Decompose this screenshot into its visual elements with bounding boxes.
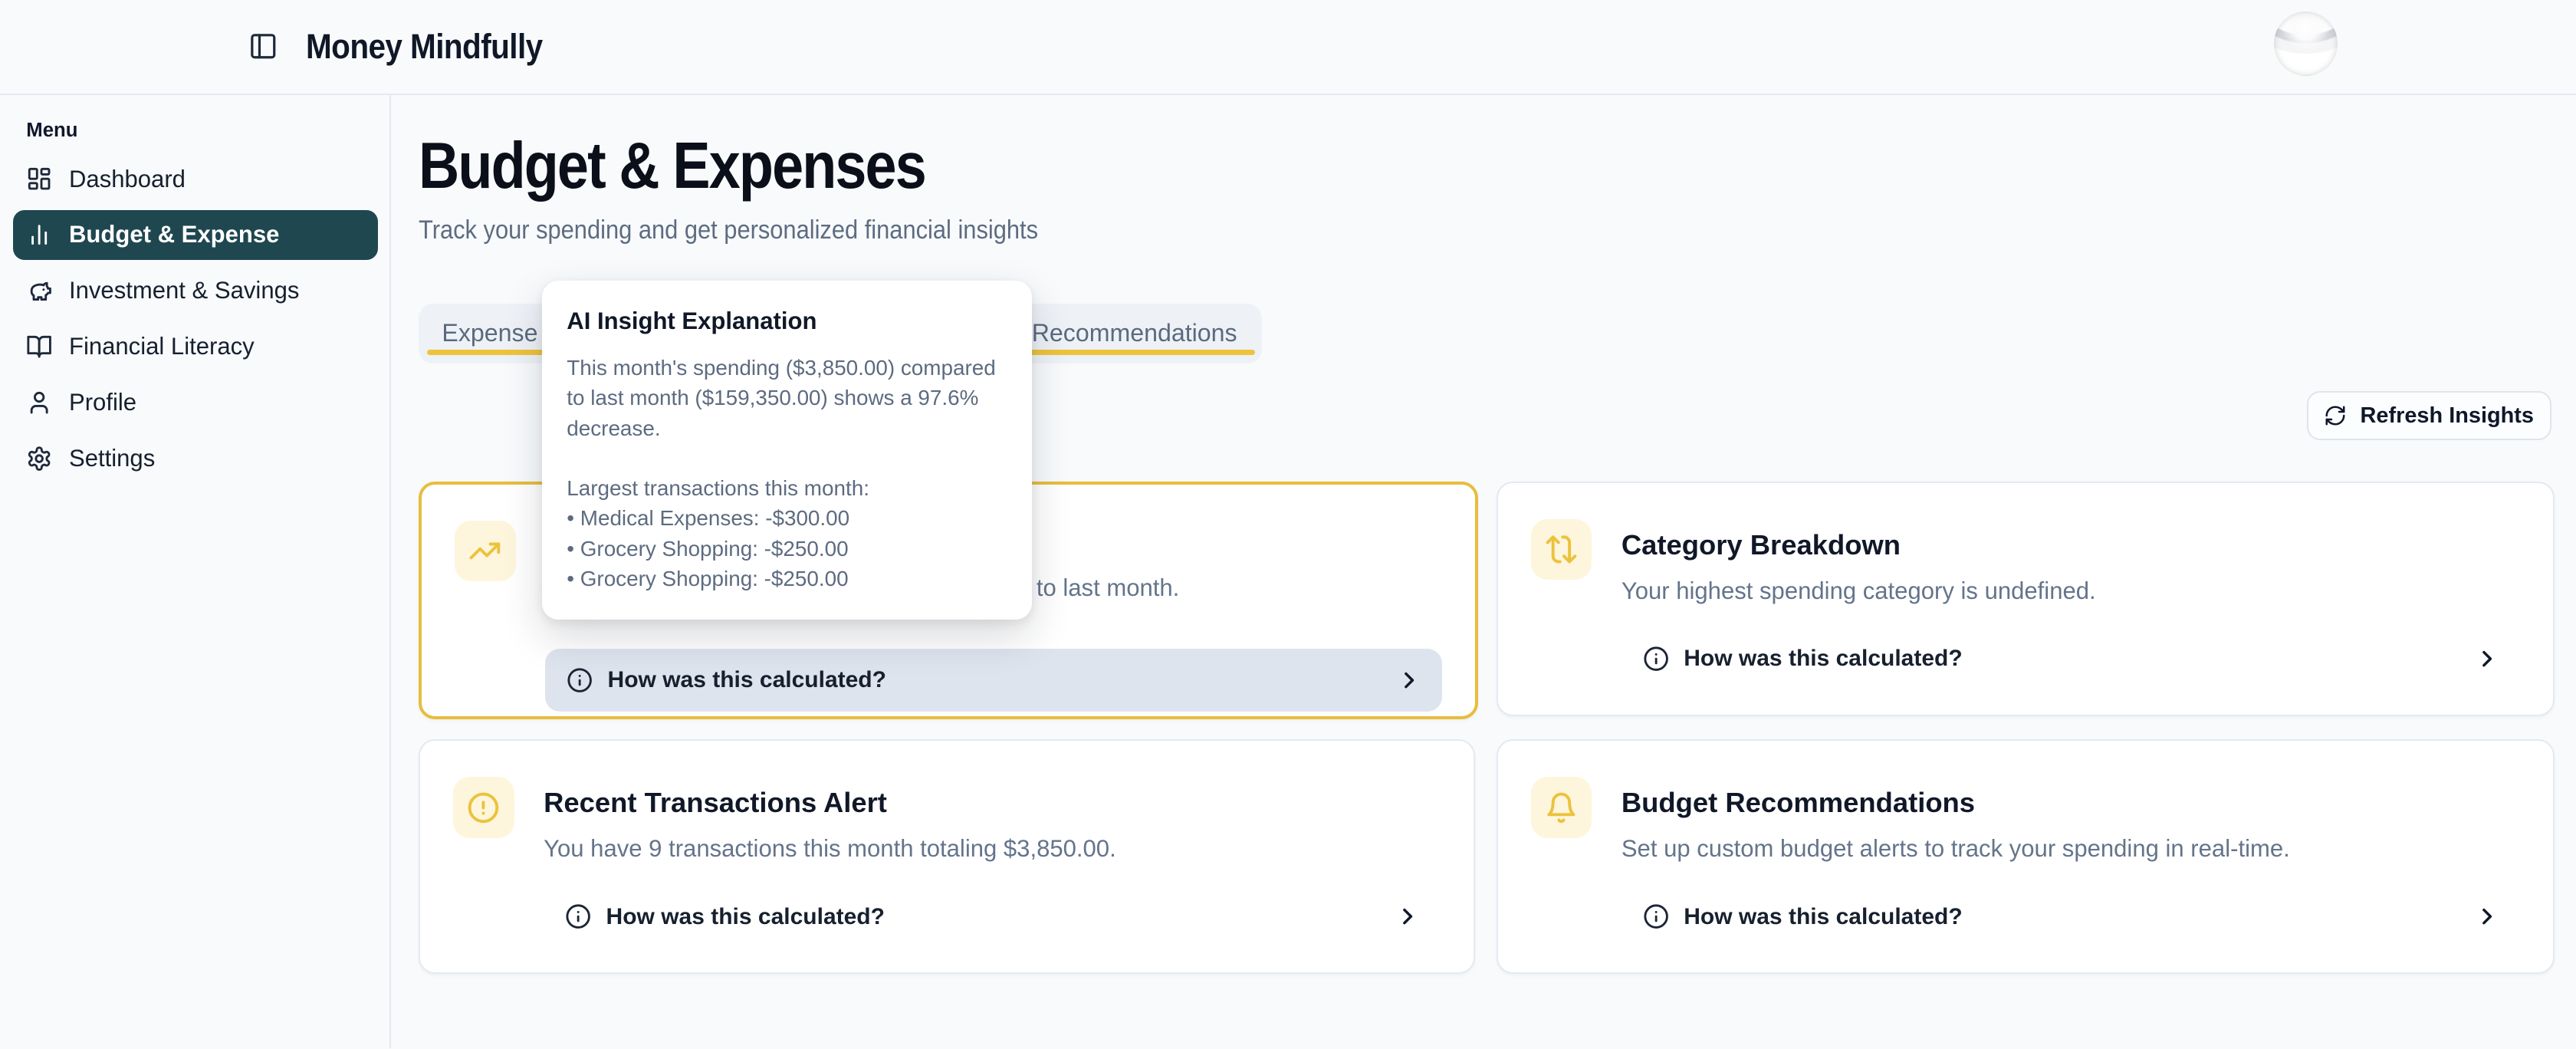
card-icon-box [1530, 777, 1592, 838]
info-icon [1644, 646, 1668, 671]
tooltip-title: AI Insight Explanation [567, 307, 817, 334]
bell-icon [1547, 792, 1576, 823]
ai-insight-tooltip: AI Insight Explanation This month's spen… [542, 281, 1032, 620]
sidebar-section-label: Menu [26, 120, 78, 142]
sidebar-item-investment-savings[interactable]: Investment & Savings [0, 266, 389, 315]
info-icon [566, 904, 590, 929]
info-icon [567, 668, 592, 692]
card-budget-recommendations: Budget Recommendations Set up custom bud… [1497, 739, 2555, 975]
sidebar-item-label: Investment & Savings [68, 277, 300, 304]
sidebar: Menu Dashboard Budget & Expense Investme… [0, 94, 391, 1049]
how-calculated-button[interactable]: How was this calculated? [1622, 886, 2520, 948]
info-icon [1644, 904, 1668, 929]
how-calculated-button[interactable]: How was this calculated? [544, 886, 1441, 948]
card-body: Budget Recommendations Set up custom bud… [1622, 787, 2520, 948]
user-icon [30, 391, 48, 414]
how-calculated-label: How was this calculated? [606, 903, 885, 929]
card-category-breakdown: Category Breakdown Your highest spending… [1497, 481, 2555, 716]
card-icon-box [455, 520, 516, 582]
trending-up-icon [470, 542, 501, 560]
book-open-icon [27, 335, 52, 358]
sidebar-item-label: Budget & Expense [68, 221, 280, 248]
bar-chart-icon [31, 225, 48, 245]
chevron-right-icon [1405, 672, 1414, 689]
how-calculated-label: How was this calculated? [1684, 903, 1963, 929]
how-calculated-button[interactable]: How was this calculated? [545, 649, 1443, 712]
sidebar-item-label: Dashboard [68, 165, 186, 192]
card-body: Recent Transactions Alert You have 9 tra… [544, 787, 1441, 948]
alert-circle-icon [468, 792, 499, 823]
avatar[interactable] [2273, 12, 2338, 76]
chevron-right-icon [2482, 650, 2492, 667]
chevron-right-icon [2482, 909, 2492, 925]
how-calculated-button[interactable]: How was this calculated? [1622, 627, 2520, 689]
refresh-icon [2325, 406, 2345, 426]
sidebar-item-profile[interactable]: Profile [0, 378, 389, 427]
sidebar-item-budget-expense[interactable]: Budget & Expense [13, 210, 378, 260]
card-icon-box [453, 777, 514, 838]
card-description: You have 9 transactions this month total… [544, 835, 1116, 863]
card-description: Your highest spending category is undefi… [1621, 577, 2096, 604]
sidebar-item-label: Settings [68, 444, 156, 472]
sidebar-item-financial-literacy[interactable]: Financial Literacy [0, 322, 389, 371]
top-header: Money Mindfully [0, 0, 2576, 96]
card-body: Category Breakdown Your highest spending… [1622, 529, 2520, 690]
how-calculated-label: How was this calculated? [1684, 646, 1963, 672]
card-description-fragment: to last month. [1036, 574, 1180, 601]
card-title: Category Breakdown [1621, 528, 1901, 561]
page-title: Budget & Expenses [419, 129, 927, 203]
card-description: Set up custom budget alerts to track you… [1621, 835, 2290, 863]
page-subtitle: Track your spending and get personalized… [419, 215, 1039, 245]
card-icon-box [1530, 518, 1592, 580]
card-body: How was this calculated? [545, 627, 1443, 712]
sidebar-item-settings[interactable]: Settings [0, 434, 389, 483]
refresh-insights-label: Refresh Insights [2360, 403, 2535, 428]
gear-icon [28, 446, 51, 471]
sidebar-item-dashboard[interactable]: Dashboard [0, 154, 389, 203]
sidebar-item-label: Profile [68, 388, 137, 416]
card-recent-transactions-alert: Recent Transactions Alert You have 9 tra… [419, 739, 1475, 975]
tooltip-body: This month's spending ($3,850.00) compar… [567, 356, 996, 590]
sidebar-nav: Dashboard Budget & Expense Investment & … [0, 154, 389, 483]
dashboard-icon [28, 168, 51, 190]
sidebar-item-label: Financial Literacy [68, 333, 255, 360]
sidebar-toggle-button[interactable] [248, 31, 278, 61]
card-title: Recent Transactions Alert [544, 787, 887, 819]
app-title: Money Mindfully [305, 27, 543, 67]
how-calculated-label: How was this calculated? [607, 666, 886, 692]
refresh-insights-button[interactable]: Refresh Insights [2306, 390, 2551, 441]
card-title: Budget Recommendations [1621, 787, 1976, 819]
panel-left-icon [250, 33, 275, 59]
chevron-right-icon [1403, 909, 1413, 925]
piggy-bank-icon [30, 281, 52, 301]
repeat-icon [1546, 535, 1577, 564]
